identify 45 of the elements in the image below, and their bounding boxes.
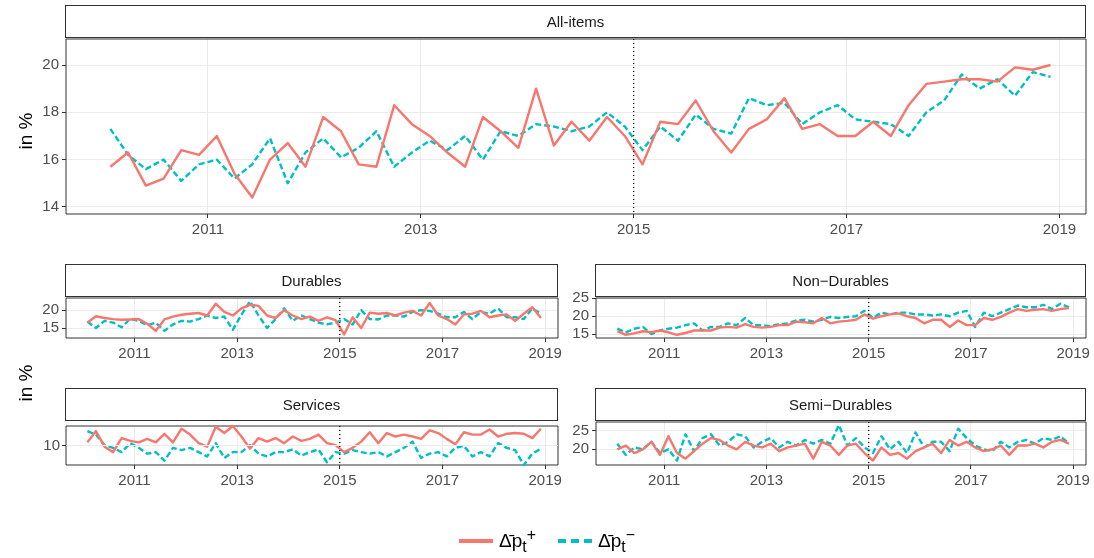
x-tick-label: 2015 — [323, 344, 357, 362]
y-axis-title: in % — [15, 364, 38, 402]
x-tick-label: 2013 — [220, 471, 254, 489]
x-tick-label: 2017 — [954, 344, 988, 362]
x-tick-label: 2015 — [852, 471, 886, 489]
y-tick-label: 25 — [572, 288, 589, 306]
x-tick-label: 2015 — [852, 344, 886, 362]
x-tick-label: 2011 — [648, 344, 681, 362]
y-tick-label: 15 — [42, 318, 59, 336]
x-tick-label: 2019 — [1056, 344, 1090, 362]
x-tick-label: 2019 — [528, 344, 562, 362]
y-tick-label: 20 — [42, 300, 59, 318]
y-tick-label: 20 — [42, 55, 59, 73]
x-tick-label: 2013 — [749, 344, 784, 362]
x-tick-label: 2017 — [425, 471, 460, 489]
x-tick-label: 2019 — [528, 471, 562, 489]
x-tick-label: 2017 — [425, 344, 460, 362]
x-tick-label: 2011 — [648, 471, 681, 489]
x-tick-label: 2013 — [404, 220, 438, 238]
chart-title: All-items — [65, 5, 1086, 38]
y-tick-label: 15 — [572, 324, 589, 342]
x-tick-label: 2017 — [829, 220, 864, 238]
x-tick-label: 2019 — [1042, 220, 1077, 238]
chart-title: Services — [65, 388, 558, 421]
line-series — [109, 70, 1052, 185]
chart-title: Durables — [65, 264, 558, 297]
y-axis-title: in % — [15, 112, 38, 150]
x-tick-label: 2011 — [118, 471, 151, 489]
x-tick-label: 2019 — [1056, 471, 1090, 489]
x-tick-label: 2017 — [954, 471, 988, 489]
chart-title: Semi−Durables — [595, 388, 1086, 421]
y-tick-label: 25 — [572, 420, 589, 438]
y-tick-label: 18 — [42, 102, 59, 120]
y-tick-label: 20 — [572, 306, 589, 324]
y-tick-label: 14 — [42, 197, 59, 215]
chart-title: Non−Durables — [595, 264, 1086, 297]
x-tick-label: 2011 — [191, 220, 225, 238]
y-tick-label: 16 — [42, 149, 59, 167]
text: 10 — [43, 435, 60, 453]
x-tick-label: 2015 — [616, 220, 651, 238]
x-tick-label: 2013 — [749, 471, 784, 489]
x-tick-label: 2013 — [220, 344, 254, 362]
x-tick-label: 2015 — [323, 471, 357, 489]
y-tick-label: 20 — [572, 439, 589, 457]
x-tick-label: 2011 — [118, 344, 151, 362]
